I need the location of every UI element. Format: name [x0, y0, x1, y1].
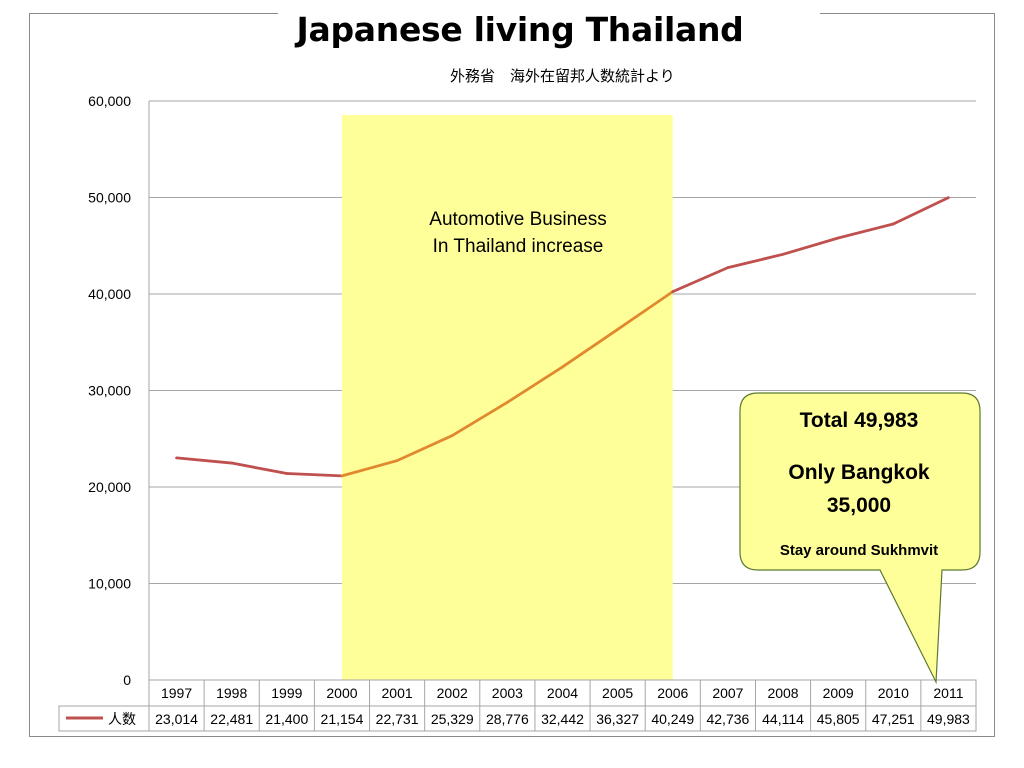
table-value: 25,329	[431, 711, 474, 727]
table-value: 28,776	[486, 711, 529, 727]
x-category-label: 2009	[823, 685, 854, 701]
table-value: 22,731	[376, 711, 419, 727]
x-category-label: 1998	[216, 685, 247, 701]
y-tick-label: 20,000	[88, 479, 131, 495]
table-value: 36,327	[596, 711, 639, 727]
series-line-segment	[175, 456, 234, 465]
table-value: 23,014	[155, 711, 198, 727]
series-line-segment	[726, 252, 785, 269]
table-value: 40,249	[651, 711, 694, 727]
annotation-line-2: In Thailand increase	[433, 236, 604, 257]
x-category-label: 2002	[437, 685, 468, 701]
x-category-label: 1999	[271, 685, 302, 701]
callout-note: Stay around Sukhmvit	[780, 542, 938, 559]
x-category-label: 2001	[382, 685, 413, 701]
y-tick-label: 60,000	[88, 93, 131, 109]
x-category-label: 2011	[933, 685, 963, 701]
y-tick-label: 40,000	[88, 286, 131, 302]
x-category-label: 2010	[878, 685, 909, 701]
y-tick-label: 10,000	[88, 576, 131, 592]
callout-total: Total 49,983	[800, 409, 919, 432]
legend-series-name: 人数	[108, 711, 136, 727]
x-category-label: 2008	[767, 685, 798, 701]
series-line-segment	[671, 266, 730, 293]
series-line-segment	[616, 290, 675, 331]
table-value: 45,805	[817, 711, 860, 727]
callout-bubble	[739, 392, 981, 685]
y-tick-label: 50,000	[88, 190, 131, 206]
series-line-segment	[395, 434, 454, 463]
annotation-line-1: Automotive Business	[429, 209, 606, 230]
callout-bangkok-value: 35,000	[827, 494, 891, 517]
x-category-label: 2007	[712, 685, 743, 701]
chart-subtitle: 外務省 海外在留邦人数統計より	[450, 67, 675, 85]
x-category-label: 1997	[161, 685, 192, 701]
table-value: 21,154	[321, 711, 364, 727]
table-value: 44,114	[762, 711, 804, 727]
series-line-segment	[340, 459, 399, 478]
title-background	[278, 6, 820, 22]
y-tick-label: 0	[123, 672, 131, 688]
y-tick-label: 30,000	[88, 383, 131, 399]
x-category-label: 2006	[657, 685, 688, 701]
table-value: 32,442	[541, 711, 584, 727]
highlight-band	[341, 115, 673, 680]
series-line-segment	[561, 328, 620, 369]
series-line-segment	[836, 222, 895, 240]
series-line-segment	[450, 400, 509, 437]
series-line-segment	[505, 365, 564, 404]
x-category-label: 2004	[547, 685, 578, 701]
table-value-row	[58, 705, 977, 732]
series-line-segment	[891, 196, 950, 226]
x-category-label: 2003	[492, 685, 523, 701]
callout-bangkok-label: Only Bangkok	[788, 461, 930, 484]
table-value: 47,251	[872, 711, 915, 727]
series-line-segment	[230, 461, 289, 475]
table-value: 21,400	[265, 711, 308, 727]
series-line-segment	[285, 472, 344, 478]
x-category-label: 2000	[326, 685, 357, 701]
table-value: 42,736	[706, 711, 749, 727]
table-value: 49,983	[927, 711, 970, 727]
series-line-segment	[781, 236, 840, 256]
x-category-label: 2005	[602, 685, 633, 701]
chart-title: Japanese living Thailand	[296, 10, 744, 49]
table-value: 22,481	[210, 711, 253, 727]
